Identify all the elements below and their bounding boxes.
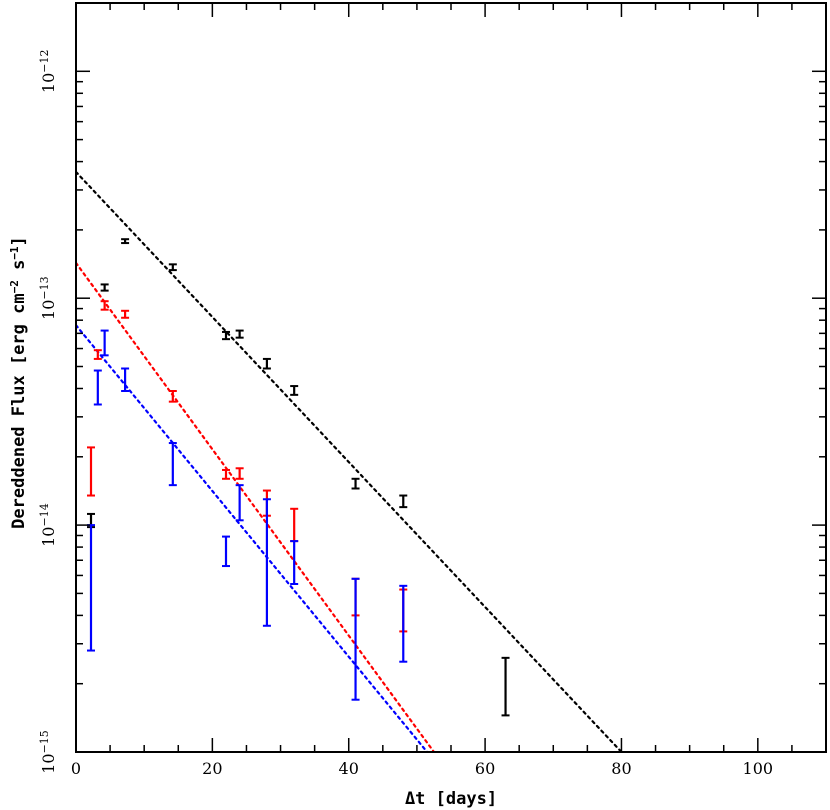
fit-lines — [76, 170, 623, 752]
error-bar — [93, 349, 102, 360]
error-bar — [168, 389, 177, 403]
error-bar — [100, 300, 109, 311]
error-bar — [235, 467, 244, 480]
y-tick-label: 10−15 — [38, 730, 59, 774]
y-axis-label-exp1: −2 — [8, 280, 21, 293]
fit-line — [76, 170, 623, 752]
error-bar — [222, 468, 230, 480]
error-bar — [168, 442, 177, 487]
y-tick-label: 10−14 — [38, 503, 59, 547]
y-tick-label: 10−13 — [38, 276, 59, 320]
error-bar — [168, 263, 177, 272]
error-bar — [87, 446, 95, 497]
x-tick-label: 40 — [339, 759, 359, 778]
error-bar — [100, 283, 109, 292]
error-bar — [93, 369, 102, 406]
error-bar — [121, 367, 130, 392]
error-bar — [222, 535, 230, 568]
error-bar — [235, 484, 244, 522]
y-axis-label-end: ] — [9, 236, 29, 246]
y-axis-label-mid: s — [9, 260, 29, 280]
error-bar — [100, 329, 109, 357]
x-tick-label: 80 — [611, 759, 631, 778]
error-bar — [87, 524, 95, 652]
y-axis-label: Dereddened Flux [erg cm−2 s−1] — [8, 236, 30, 529]
y-tick-label: 10−12 — [38, 50, 59, 94]
error-bar — [399, 494, 408, 509]
fit-line — [76, 324, 429, 752]
error-bar — [262, 498, 271, 627]
error-bar — [501, 656, 510, 717]
y-axis-ticks: 10−15 10−14 10−13 10−12 — [38, 2, 826, 774]
error-bar — [121, 309, 130, 319]
error-bar — [222, 330, 230, 341]
error-bar — [121, 238, 130, 245]
error-bar — [290, 507, 299, 543]
x-tick-label: 20 — [202, 759, 222, 778]
fit-line — [76, 261, 436, 752]
y-axis-label-exp2: −1 — [8, 246, 21, 260]
error-bar — [290, 385, 299, 396]
data-points — [87, 238, 510, 717]
y-axis-label-main: Dereddened Flux [erg cm — [9, 293, 29, 528]
error-bar — [351, 577, 360, 701]
x-tick-label: 60 — [475, 759, 495, 778]
error-bar — [351, 477, 360, 490]
error-bar — [235, 329, 244, 339]
x-axis-label: Δt [days] — [405, 789, 497, 809]
error-bar — [290, 540, 299, 586]
error-bar — [399, 584, 408, 663]
plot-frame — [75, 2, 827, 753]
x-axis-ticks: 0 20 40 60 80 100 — [71, 3, 827, 778]
x-tick-label: 0 — [71, 759, 81, 778]
x-tick-label: 100 — [743, 759, 774, 778]
error-bar — [262, 357, 271, 370]
